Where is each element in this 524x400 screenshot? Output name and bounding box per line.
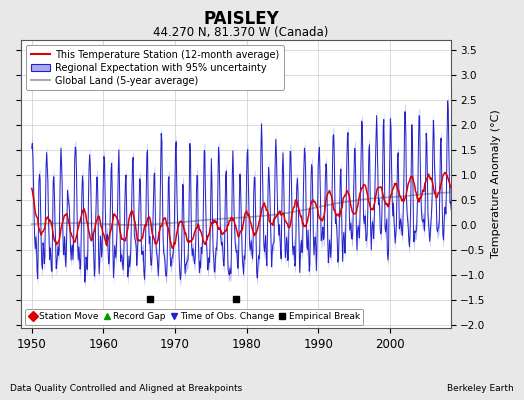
Text: Data Quality Controlled and Aligned at Breakpoints: Data Quality Controlled and Aligned at B… bbox=[10, 384, 243, 393]
Text: Berkeley Earth: Berkeley Earth bbox=[447, 384, 514, 393]
Y-axis label: Temperature Anomaly (°C): Temperature Anomaly (°C) bbox=[492, 110, 501, 258]
Legend: Station Move, Record Gap, Time of Obs. Change, Empirical Break: Station Move, Record Gap, Time of Obs. C… bbox=[26, 309, 364, 325]
Text: 44.270 N, 81.370 W (Canada): 44.270 N, 81.370 W (Canada) bbox=[154, 26, 329, 39]
Text: PAISLEY: PAISLEY bbox=[203, 10, 279, 28]
